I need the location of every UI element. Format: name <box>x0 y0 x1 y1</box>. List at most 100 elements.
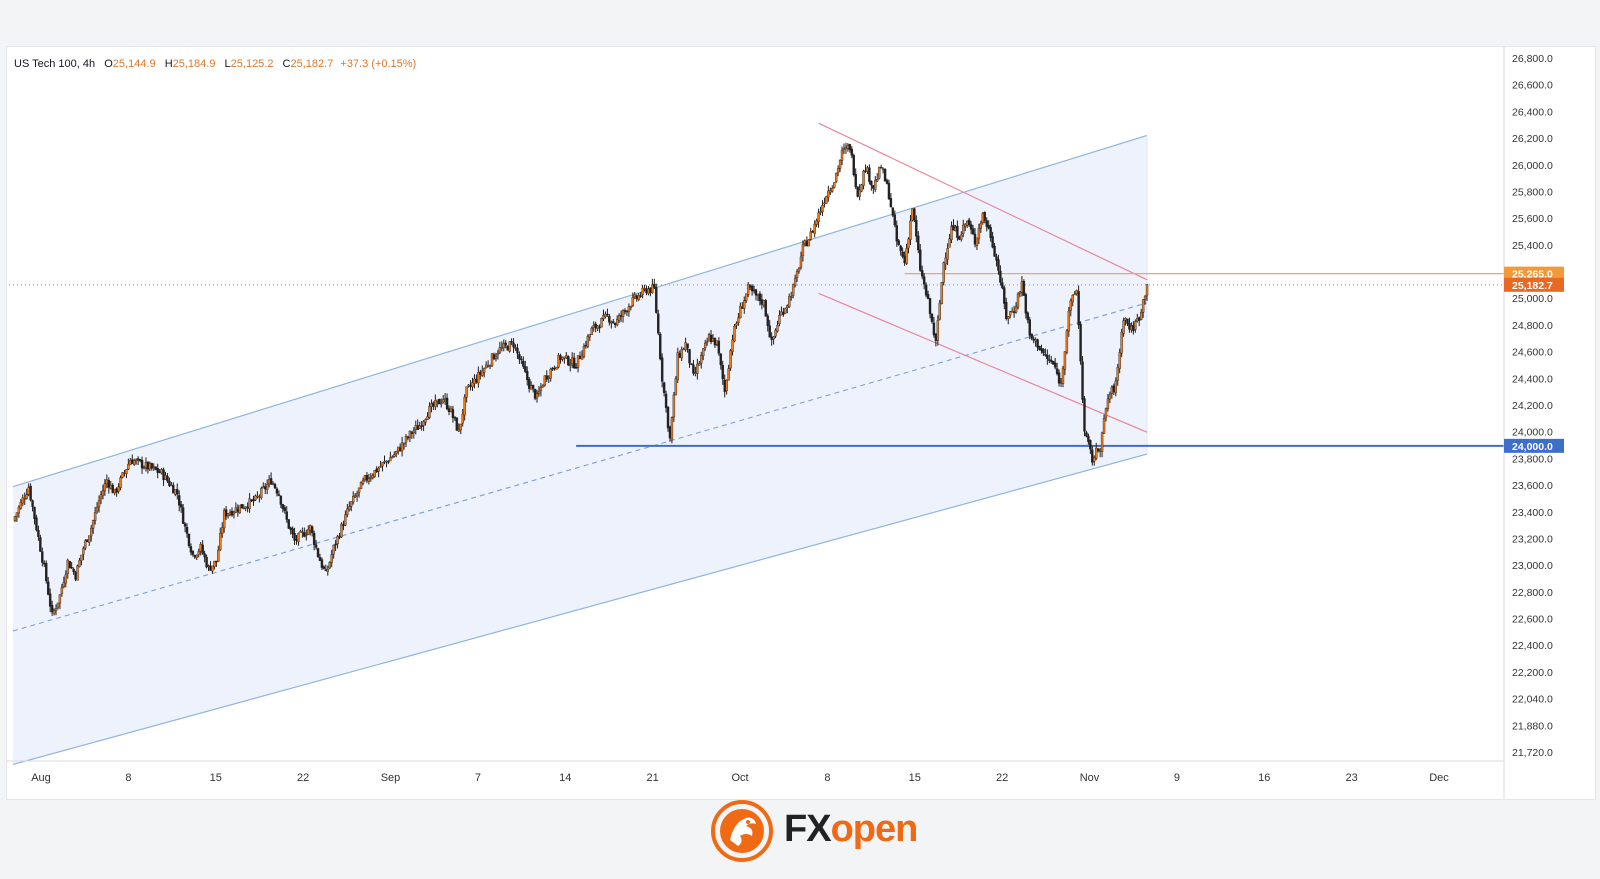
candle-body <box>281 504 285 509</box>
candle-body <box>572 357 576 369</box>
candle-body <box>750 285 754 292</box>
chart-panel[interactable]: 26,800.0 26,600.0 26,400.0 26,200.0 26,000.0… <box>6 46 1596 800</box>
candle-body <box>111 484 114 494</box>
candle-body <box>72 569 75 573</box>
channel-lower-line <box>12 453 1148 766</box>
candle-body <box>303 532 306 537</box>
candle-body <box>731 339 734 352</box>
candle-body <box>1071 294 1074 303</box>
candle-body <box>398 447 402 452</box>
candle-body <box>721 365 724 380</box>
candle-body <box>866 167 869 172</box>
candle-body <box>393 454 396 457</box>
candle-body <box>563 356 566 359</box>
candle-body <box>1008 311 1012 316</box>
candle-body <box>43 562 46 565</box>
candle-body <box>670 417 674 440</box>
candle-body <box>977 228 981 240</box>
candle-body <box>365 475 369 481</box>
candle-body <box>479 371 482 375</box>
candle-body <box>322 566 326 569</box>
candle-body <box>999 270 1002 283</box>
price-tick-label: 24,600.0 <box>1512 347 1553 359</box>
candle-body <box>441 399 445 403</box>
candle-body <box>1106 398 1110 409</box>
candle-body <box>950 226 953 240</box>
candle-body <box>1128 323 1131 330</box>
candle-body <box>348 506 351 510</box>
candle-body <box>516 347 519 354</box>
candle-body <box>410 432 414 434</box>
candle-body <box>586 336 590 347</box>
candle-body <box>909 220 912 240</box>
candle-body <box>123 472 126 474</box>
candle-body <box>136 458 140 460</box>
time-tick-label: 23 <box>1346 772 1358 784</box>
candle-body <box>475 379 478 383</box>
candle-body <box>1069 300 1072 311</box>
time-tick-label: 9 <box>1174 772 1180 784</box>
candle-body <box>209 565 212 571</box>
candle-body <box>400 442 404 452</box>
candle-body <box>262 486 265 489</box>
candle-body <box>549 369 552 379</box>
candle-body <box>895 225 898 242</box>
candle-body <box>379 466 382 468</box>
candle-body <box>786 305 789 308</box>
candle-body <box>66 559 69 574</box>
candle-body <box>318 557 322 562</box>
candle-body <box>70 567 73 569</box>
candle-body <box>893 214 897 226</box>
time-tick-label: 8 <box>125 772 131 784</box>
candle-body <box>981 213 985 223</box>
candle-body <box>889 198 893 208</box>
candle-body <box>1139 312 1143 320</box>
candle-body <box>504 342 507 346</box>
candle-body <box>868 167 871 182</box>
candle-body <box>502 343 505 349</box>
candle-body <box>287 519 290 529</box>
candle-body <box>1075 290 1078 294</box>
axes-layer: 26,800.0 26,600.0 26,400.0 26,200.0 26,000.0… <box>7 47 1595 799</box>
candle-body <box>874 180 877 190</box>
price-tick-label: 24,200.0 <box>1512 400 1553 412</box>
candle-body <box>1083 398 1086 432</box>
candle-body <box>289 527 292 530</box>
time-tick-label: 14 <box>559 772 571 784</box>
candle-body <box>416 425 419 430</box>
candle-body <box>330 554 333 563</box>
candle-body <box>217 550 220 562</box>
candle-body <box>74 572 77 580</box>
channel-upper-line <box>12 134 1148 488</box>
candle-body <box>678 353 681 358</box>
candle-body <box>1026 312 1029 321</box>
candle-body <box>823 202 826 205</box>
candle-body <box>408 430 412 438</box>
candle-body <box>619 315 623 317</box>
candle-body <box>526 370 529 381</box>
candle-body <box>27 487 30 495</box>
candle-body <box>529 385 533 390</box>
candle-body <box>451 409 455 418</box>
candle-body <box>463 396 466 416</box>
candle-body <box>197 551 200 555</box>
candle-body <box>657 313 660 334</box>
candle-body <box>531 384 535 389</box>
candle-body <box>13 516 17 521</box>
candle-body <box>578 356 582 359</box>
candle-body <box>1059 382 1063 384</box>
candle-body <box>275 488 279 494</box>
candle-body <box>422 421 425 426</box>
price-chart[interactable]: 26,800.0 26,600.0 26,400.0 26,200.0 26,000.0… <box>7 47 1595 799</box>
candle-body <box>1114 380 1117 393</box>
candle-body <box>684 342 687 350</box>
candle-body <box>1073 293 1076 296</box>
candle-body <box>666 406 670 429</box>
candle-body <box>156 468 159 473</box>
candle-body <box>565 355 568 359</box>
candle-body <box>928 298 932 314</box>
candle-body <box>756 294 760 296</box>
candle-body <box>660 357 664 382</box>
low-label: L <box>224 58 231 70</box>
last-price-badge-bg <box>1504 277 1564 292</box>
